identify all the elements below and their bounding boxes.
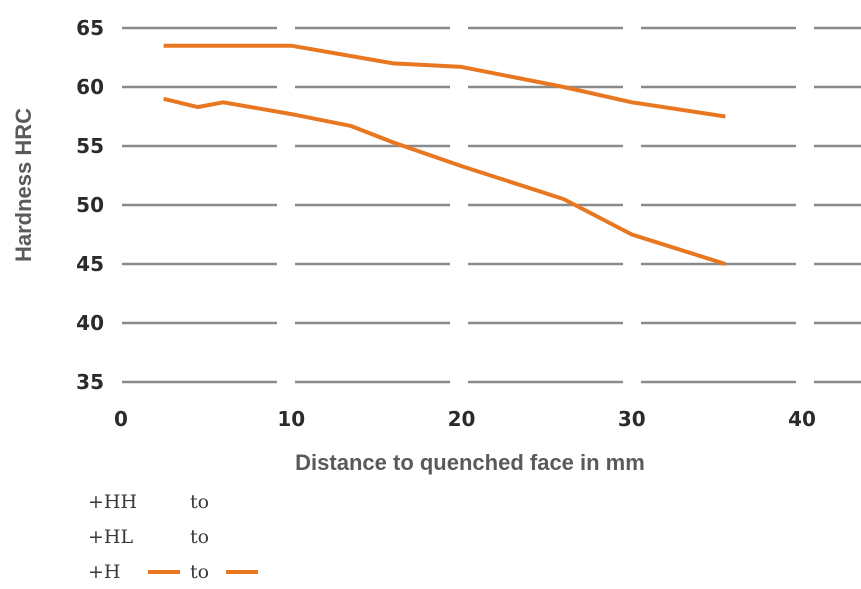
x-tick-label: 0	[114, 407, 128, 431]
x-tick-label: 30	[618, 407, 646, 431]
y-tick-label: 65	[76, 16, 104, 40]
legend-swatch-h-from	[148, 569, 180, 574]
y-ticks: 35 40 45 50 55 60 65	[76, 16, 104, 394]
legend-row-hh: +HH to	[88, 484, 268, 519]
series-line-1	[163, 43, 726, 119]
x-ticks: 0 10 20 30 40	[114, 407, 816, 431]
x-axis-label: Distance to quenched face in mm	[295, 450, 645, 475]
y-tick-label: 35	[76, 370, 104, 394]
legend-label-h: +H	[88, 560, 121, 583]
y-tick-label: 45	[76, 252, 104, 276]
legend-to-hh: to	[190, 490, 210, 513]
legend-swatch-hh-from	[148, 500, 180, 504]
legend-to-h: to	[190, 560, 210, 583]
grid-lines	[122, 26, 861, 384]
legend-swatch-hl-from	[148, 535, 180, 539]
legend-swatch-hh-to	[226, 500, 258, 504]
x-tick-label: 10	[277, 407, 305, 431]
legend-row-h: +H to	[88, 554, 268, 589]
legend-label-hh: +HH	[88, 490, 138, 513]
x-tick-label: 40	[788, 407, 816, 431]
y-tick-label: 60	[76, 75, 104, 99]
legend-label-hl: +HL	[88, 525, 134, 548]
x-tick-label: 20	[448, 407, 476, 431]
legend-swatch-hl-to	[226, 535, 258, 539]
legend-row-hl: +HL to	[88, 519, 268, 554]
legend-to-hl: to	[190, 525, 210, 548]
y-tick-label: 55	[76, 134, 104, 158]
y-tick-label: 50	[76, 193, 104, 217]
legend-swatch-h-to	[226, 569, 258, 574]
hardness-chart: 35 40 45 50 55 60 65 0 10 20 30 40 Hardness HRC Di…	[11, 16, 861, 475]
series-line-2	[163, 96, 727, 266]
y-axis-label: Hardness HRC	[11, 108, 36, 262]
legend: +HH to +HL to +H to	[88, 484, 268, 589]
y-tick-label: 40	[76, 311, 104, 335]
series-group	[163, 43, 727, 266]
